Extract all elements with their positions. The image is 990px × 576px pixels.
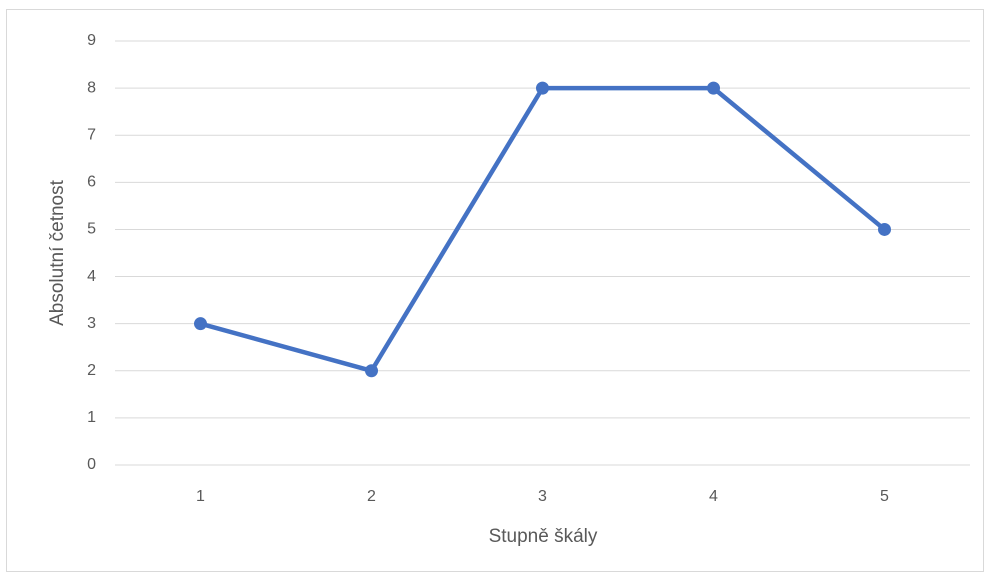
x-tick-label: 1 xyxy=(196,488,205,505)
y-tick-label: 5 xyxy=(87,221,96,238)
x-axis-title: Stupně škály xyxy=(489,526,598,547)
data-point xyxy=(878,222,891,236)
data-point xyxy=(707,81,720,95)
y-tick-label: 2 xyxy=(87,362,96,379)
y-tick-label: 0 xyxy=(87,456,96,473)
y-tick-label: 4 xyxy=(87,268,96,285)
y-tick-label: 7 xyxy=(87,126,96,143)
chart-border xyxy=(6,9,984,572)
data-point xyxy=(536,81,549,95)
x-tick-label: 5 xyxy=(880,488,889,505)
x-tick-label: 4 xyxy=(709,488,718,505)
data-point xyxy=(365,364,378,378)
data-point xyxy=(194,317,207,331)
x-tick-label: 2 xyxy=(367,488,376,505)
y-tick-label: 3 xyxy=(87,315,96,332)
y-tick-label: 9 xyxy=(87,32,96,49)
y-tick-label: 8 xyxy=(87,79,96,96)
y-tick-label: 6 xyxy=(87,174,96,191)
y-tick-label: 1 xyxy=(87,409,96,426)
x-tick-label: 3 xyxy=(538,488,547,505)
y-axis-title: Absolutní četnost xyxy=(47,179,68,325)
